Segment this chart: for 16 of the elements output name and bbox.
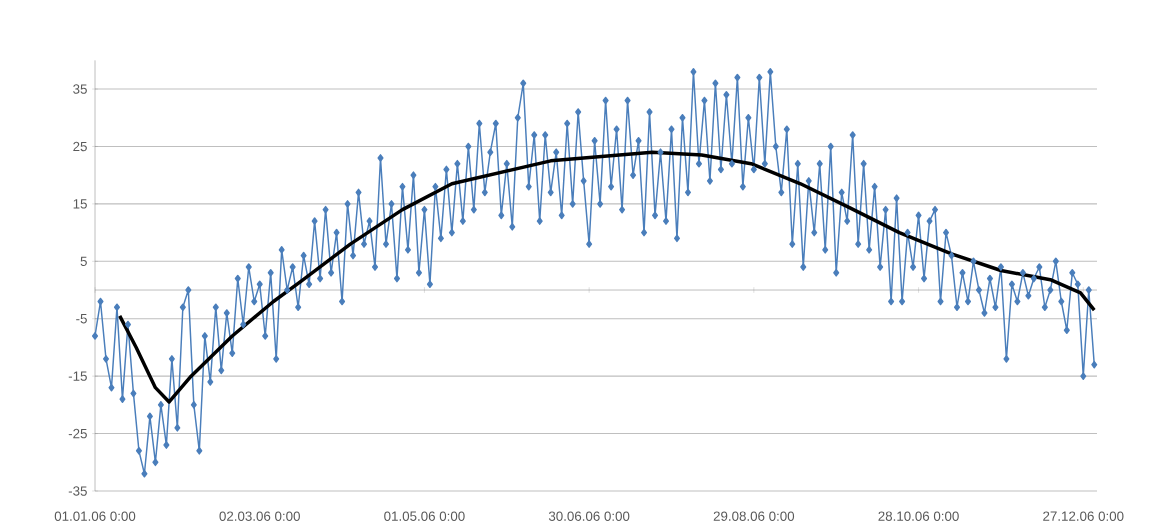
x-tick-label: 27.12.06 0:00 [1043, 511, 1124, 521]
x-tick-label: 30.06.06 0:00 [548, 511, 630, 521]
x-tick-label: 29.08.06 0:00 [713, 511, 795, 521]
x-tick-label: 01.01.06 0:00 [54, 511, 136, 521]
y-tick-label: 35 [73, 84, 87, 94]
y-tick-label: -5 [76, 313, 87, 324]
x-tick-label: 28.10.06 0:00 [878, 511, 959, 521]
y-tick-label: -25 [68, 428, 87, 439]
y-tick-label: 15 [73, 199, 87, 209]
x-tick-label: 02.03.06 0:00 [219, 511, 300, 521]
y-tick-label: -35 [68, 486, 87, 496]
y-tick-label: 25 [73, 141, 87, 152]
x-tick-label: 01.05.06 0:00 [384, 511, 465, 521]
y-tick-label: 5 [80, 256, 87, 266]
y-tick-label: -15 [68, 371, 87, 381]
line-series [117, 150, 1096, 404]
